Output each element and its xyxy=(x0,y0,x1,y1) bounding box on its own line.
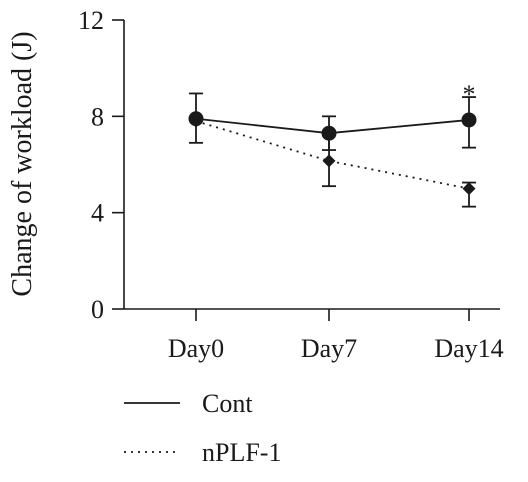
y-axis: 0 4 8 12 xyxy=(78,6,125,324)
data-point xyxy=(321,125,337,141)
significance-marker: * xyxy=(463,80,476,109)
y-tick-label: 0 xyxy=(91,295,104,324)
legend-item: Cont xyxy=(124,389,253,418)
data-point xyxy=(322,154,336,168)
series-cont xyxy=(188,92,477,151)
y-ticks: 0 4 8 12 xyxy=(78,6,124,324)
data-point xyxy=(462,182,476,196)
legend-label: Cont xyxy=(202,389,253,418)
legend: Cont nPLF-1 xyxy=(124,389,281,467)
y-tick-label: 4 xyxy=(91,199,104,228)
y-tick-label: 12 xyxy=(78,6,104,35)
series-layer xyxy=(188,92,477,208)
y-axis-title: Change of workload (J) xyxy=(7,31,38,296)
legend-item: nPLF-1 xyxy=(124,438,281,467)
annotation-layer: * xyxy=(463,80,476,109)
x-tick-label: Day14 xyxy=(434,334,503,363)
x-ticks: Day0 Day7 Day14 xyxy=(168,309,504,363)
data-point xyxy=(188,111,204,127)
x-tick-label: Day7 xyxy=(301,334,357,363)
x-tick-label: Day0 xyxy=(168,334,224,363)
y-tick-label: 8 xyxy=(91,102,104,131)
data-point xyxy=(461,112,477,128)
x-axis: Day0 Day7 Day14 xyxy=(124,308,504,363)
legend-label: nPLF-1 xyxy=(202,438,281,467)
